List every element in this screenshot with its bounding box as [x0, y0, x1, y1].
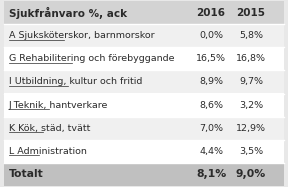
Text: 0,0%: 0,0%	[199, 31, 223, 40]
Text: 8,6%: 8,6%	[199, 101, 223, 110]
Bar	[4, 1, 284, 24]
Text: 2016: 2016	[196, 8, 226, 18]
Bar	[4, 163, 284, 186]
Text: J Teknik, hantverkare: J Teknik, hantverkare	[9, 101, 108, 110]
Text: K Kök, städ, tvätt: K Kök, städ, tvätt	[9, 124, 90, 133]
Text: Sjukfrånvaro %, ack: Sjukfrånvaro %, ack	[9, 7, 127, 19]
Text: 5,8%: 5,8%	[239, 31, 263, 40]
Text: 4,4%: 4,4%	[199, 147, 223, 156]
Bar	[4, 140, 284, 163]
Text: 16,8%: 16,8%	[236, 54, 266, 63]
Text: 12,9%: 12,9%	[236, 124, 266, 133]
Text: 2015: 2015	[236, 8, 266, 18]
Bar	[4, 70, 284, 94]
Text: Totalt: Totalt	[9, 169, 43, 179]
Text: 8,1%: 8,1%	[196, 169, 226, 179]
Bar	[4, 117, 284, 140]
Text: L Administration: L Administration	[9, 147, 86, 156]
Text: G Rehabilitering och förebyggande: G Rehabilitering och förebyggande	[9, 54, 174, 63]
Text: 7,0%: 7,0%	[199, 124, 223, 133]
Text: I Utbildning, kultur och fritid: I Utbildning, kultur och fritid	[9, 77, 142, 86]
Text: 3,2%: 3,2%	[239, 101, 263, 110]
Text: 9,7%: 9,7%	[239, 77, 263, 86]
Text: 16,5%: 16,5%	[196, 54, 226, 63]
Text: A Sjuksköterskor, barnmorskor: A Sjuksköterskor, barnmorskor	[9, 31, 154, 40]
Text: 8,9%: 8,9%	[199, 77, 223, 86]
Text: 3,5%: 3,5%	[239, 147, 263, 156]
Bar	[4, 24, 284, 47]
Text: 9,0%: 9,0%	[236, 169, 266, 179]
Bar	[4, 94, 284, 117]
Bar	[4, 47, 284, 70]
